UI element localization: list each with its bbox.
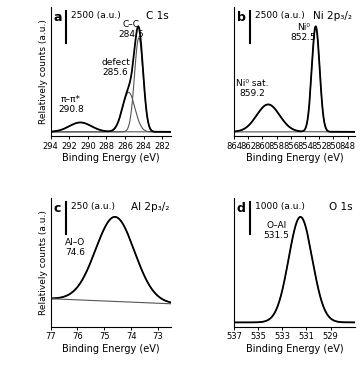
Text: a: a [53,11,62,24]
Text: d: d [236,202,245,215]
Text: O–Al
531.5: O–Al 531.5 [264,221,289,240]
Text: π–π*
290.8: π–π* 290.8 [58,95,84,114]
X-axis label: Binding Energy (eV): Binding Energy (eV) [62,153,160,163]
Text: Ni 2p₃/₂: Ni 2p₃/₂ [313,11,352,21]
Text: Ni⁰
852.5: Ni⁰ 852.5 [291,23,316,42]
Y-axis label: Relatively counts (a.u.): Relatively counts (a.u.) [39,210,48,315]
X-axis label: Binding Energy (eV): Binding Energy (eV) [245,153,343,163]
Text: C–C
284.5: C–C 284.5 [119,19,144,39]
Text: b: b [236,11,245,24]
Text: 2500 (a.u.): 2500 (a.u.) [71,11,121,20]
Text: Al–O
74.6: Al–O 74.6 [65,237,85,257]
X-axis label: Binding Energy (eV): Binding Energy (eV) [62,344,160,354]
Text: defect
285.6: defect 285.6 [101,58,130,77]
Text: Al 2p₃/₂: Al 2p₃/₂ [131,202,169,212]
X-axis label: Binding Energy (eV): Binding Energy (eV) [245,344,343,354]
Text: 2500 (a.u.): 2500 (a.u.) [254,11,304,20]
Text: C 1s: C 1s [146,11,169,21]
Text: O 1s: O 1s [329,202,352,212]
Text: 1000 (a.u.): 1000 (a.u.) [254,202,304,211]
Text: Ni⁰ sat.
859.2: Ni⁰ sat. 859.2 [236,79,268,98]
Text: 250 (a.u.): 250 (a.u.) [71,202,115,211]
Y-axis label: Relatively counts (a.u.): Relatively counts (a.u.) [39,19,48,124]
Text: c: c [53,202,60,215]
